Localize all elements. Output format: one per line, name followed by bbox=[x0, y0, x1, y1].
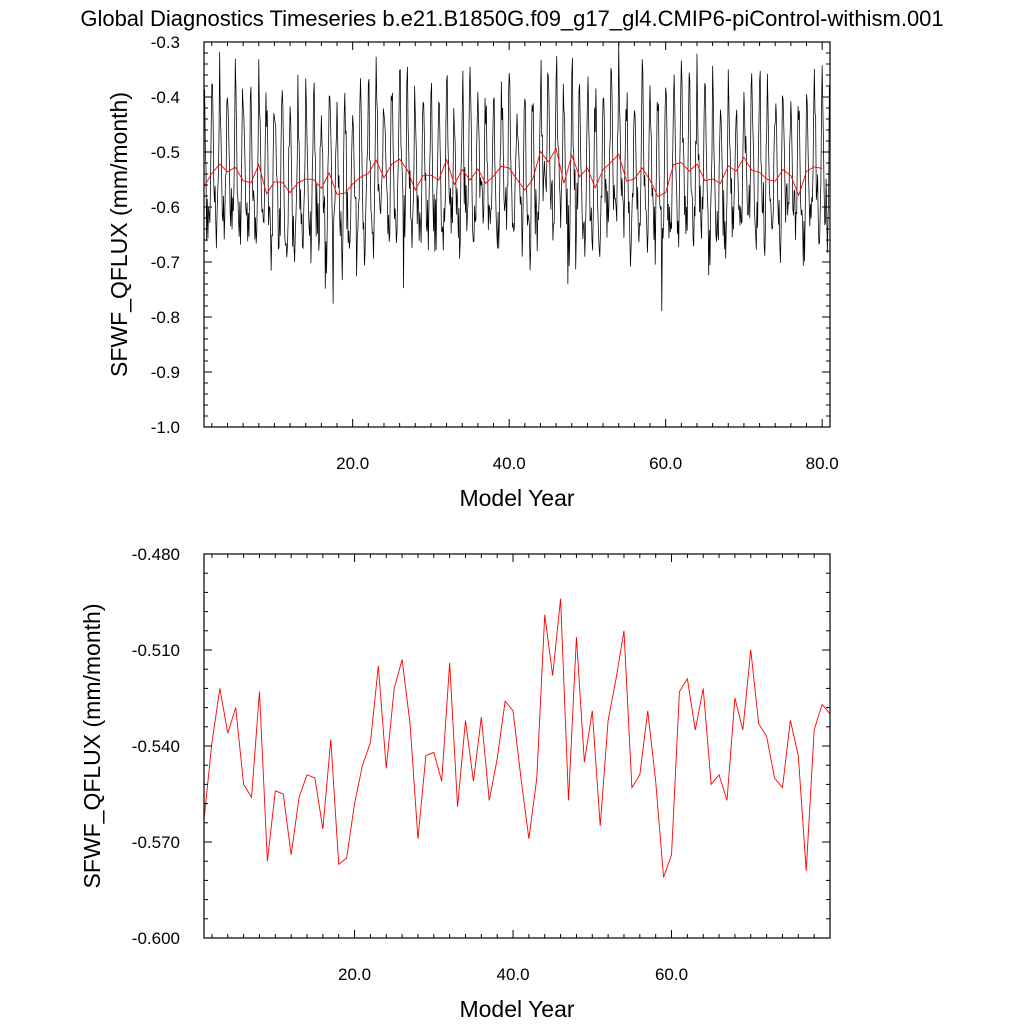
y-axis-label: SFWF_QFLUX (mm/month) bbox=[106, 92, 132, 377]
y-tick-label: -0.480 bbox=[132, 545, 180, 564]
y-tick-label: -0.540 bbox=[132, 737, 180, 756]
y-tick-label: -0.9 bbox=[151, 363, 180, 382]
series-line-annual bbox=[204, 147, 823, 198]
x-tick-label: 20.0 bbox=[336, 454, 369, 473]
y-tick-label: -1.0 bbox=[151, 418, 180, 437]
y-tick-label: -0.7 bbox=[151, 253, 180, 272]
series-line-monthly bbox=[204, 42, 830, 312]
x-tick-label: 40.0 bbox=[496, 965, 529, 984]
y-tick-label: -0.510 bbox=[132, 641, 180, 660]
y-axis-label: SFWF_QFLUX (mm/month) bbox=[79, 604, 105, 889]
y-tick-label: -0.3 bbox=[151, 33, 180, 52]
y-tick-label: -0.600 bbox=[132, 929, 180, 948]
x-tick-label: 60.0 bbox=[649, 454, 682, 473]
x-axis-label: Model Year bbox=[459, 485, 574, 511]
x-tick-label: 80.0 bbox=[806, 454, 839, 473]
y-tick-label: -0.6 bbox=[151, 198, 180, 217]
x-tick-label: 40.0 bbox=[493, 454, 526, 473]
x-axis-label: Model Year bbox=[459, 996, 574, 1022]
bottom-panel-annual-timeseries: 20.0 40.0 60.0 -0.600 -0.570 -0.540 -0.510 -0.4… bbox=[79, 545, 831, 1022]
y-tick-label: -0.5 bbox=[151, 143, 180, 162]
top-panel-monthly-timeseries: 20.0 40.0 60.0 80.0 -1.0 -0.9 -0.8 -0.7 -0.6 -0.5… bbox=[106, 33, 839, 511]
x-tick-label: 60.0 bbox=[655, 965, 688, 984]
x-tick-label: 20.0 bbox=[338, 965, 371, 984]
series-line-annual bbox=[204, 598, 830, 878]
y-tick-label: -0.4 bbox=[151, 88, 180, 107]
y-tick-label: -0.570 bbox=[132, 833, 180, 852]
plot-frame bbox=[203, 41, 831, 428]
page-title: Global Diagnostics Timeseries b.e21.B185… bbox=[80, 6, 943, 31]
y-tick-label: -0.8 bbox=[151, 308, 180, 327]
